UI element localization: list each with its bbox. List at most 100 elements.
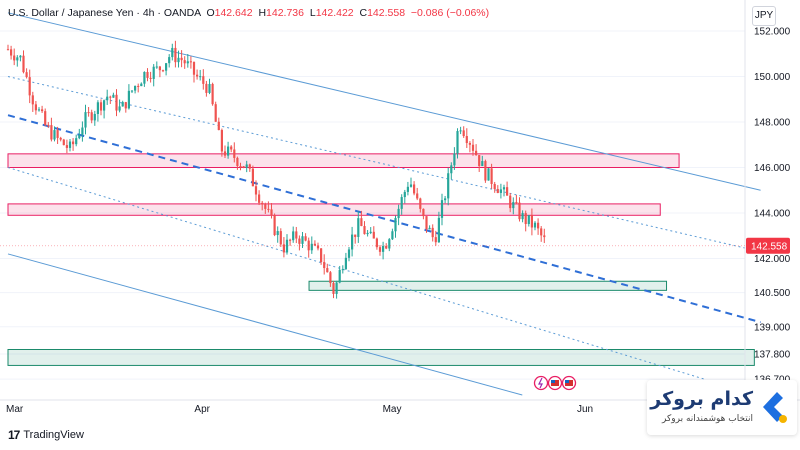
candle-body-163 — [512, 202, 515, 209]
supply-zone-0[interactable] — [7, 153, 680, 169]
candle-body-19 — [65, 145, 68, 148]
candle-body-39 — [127, 90, 130, 109]
candle-body-169 — [530, 215, 533, 228]
candle-body-102 — [323, 262, 326, 269]
candle-body-3 — [16, 57, 19, 61]
candle-body-83 — [264, 204, 267, 209]
demand-zone-2[interactable] — [308, 280, 668, 291]
currency-button[interactable]: JPY — [752, 6, 776, 26]
candle-body-117 — [369, 231, 372, 233]
candle-body-85 — [270, 209, 273, 216]
candle-body-152 — [478, 155, 481, 167]
candle-body-130 — [409, 184, 413, 187]
candle-body-4 — [19, 55, 22, 58]
candle-body-104 — [329, 272, 332, 284]
candle-body-170 — [533, 222, 537, 228]
candle-body-78 — [248, 164, 251, 169]
tradingview-logo[interactable]: 17 TradingView — [8, 428, 84, 442]
candle-body-50 — [161, 70, 165, 72]
candle-body-135 — [425, 216, 428, 230]
candle-body-10 — [37, 109, 41, 111]
candle-body-153 — [481, 161, 484, 167]
candle-body-114 — [360, 218, 363, 227]
candle-body-68 — [217, 121, 220, 131]
y-tick-label: 150.000 — [754, 72, 791, 83]
channel-line-2[interactable] — [7, 114, 761, 324]
candle-body-77 — [245, 164, 248, 168]
candle-body-18 — [62, 139, 65, 146]
candle-body-124 — [391, 231, 394, 240]
candle-body-103 — [326, 268, 329, 273]
candle-body-139 — [437, 217, 440, 243]
candle-body-80 — [254, 186, 258, 195]
candle-body-56 — [180, 57, 183, 61]
channel-line-4[interactable] — [7, 253, 523, 396]
candle-body-38 — [124, 102, 127, 109]
candle-body-121 — [382, 245, 385, 252]
candle-body-154 — [484, 161, 487, 181]
candle-body-158 — [496, 189, 499, 193]
candle-body-123 — [388, 239, 391, 249]
candle-body-155 — [487, 168, 490, 181]
candle-body-112 — [354, 234, 357, 237]
channel-line-3[interactable] — [7, 167, 705, 380]
candle-body-60 — [192, 62, 196, 75]
candle-body-141 — [444, 198, 447, 201]
candle-body-33 — [109, 96, 112, 98]
candle-body-156 — [490, 168, 493, 184]
y-tick-label: 148.000 — [754, 118, 791, 129]
candle-body-47 — [152, 66, 155, 79]
candle-body-28 — [93, 113, 96, 121]
candle-body-142 — [447, 173, 450, 199]
demand-zone-3[interactable] — [7, 349, 755, 366]
candle-body-162 — [509, 195, 512, 209]
candle-body-49 — [158, 66, 161, 71]
candle-body-11 — [41, 109, 44, 112]
candle-body-109 — [344, 257, 347, 270]
event-flash-icon[interactable] — [533, 375, 549, 391]
x-tick-label: Jun — [577, 404, 593, 415]
channel-line-1[interactable] — [7, 76, 761, 253]
y-tick-label: 139.000 — [754, 322, 791, 333]
candle-body-91 — [289, 239, 292, 241]
last-price-badge[interactable] — [746, 237, 790, 254]
candle-body-87 — [276, 231, 279, 236]
candle-body-76 — [242, 166, 245, 168]
channel-line-0[interactable] — [7, 12, 761, 191]
candle-body-1 — [10, 49, 13, 56]
candle-body-72 — [230, 146, 233, 150]
candle-body-143 — [450, 165, 453, 174]
candle-body-53 — [171, 47, 174, 58]
candle-body-82 — [261, 202, 264, 205]
candle-body-165 — [518, 202, 521, 220]
candle-body-93 — [295, 231, 298, 239]
candle-body-125 — [394, 218, 397, 232]
candle-body-106 — [335, 282, 338, 294]
candle-body-173 — [543, 235, 546, 238]
candle-body-13 — [47, 124, 50, 126]
brand-watermark: کدام بروکر انتخاب هوشمندانه بروکر — [647, 380, 797, 435]
candle-body-111 — [351, 234, 354, 250]
candle-body-64 — [205, 83, 208, 93]
candle-body-14 — [50, 125, 53, 140]
candle-body-54 — [174, 47, 177, 63]
candle-body-96 — [304, 236, 307, 241]
candle-body-66 — [211, 84, 214, 105]
tradingview-label: TradingView — [23, 429, 84, 441]
candle-body-137 — [431, 227, 434, 238]
candle-body-23 — [78, 134, 81, 139]
candle-body-113 — [357, 218, 360, 237]
high-value: 142.736 — [266, 7, 304, 19]
symbol-title[interactable]: U.S. Dollar / Japanese Yen · 4h · OANDA — [8, 7, 201, 19]
candle-body-16 — [56, 130, 59, 138]
candle-body-131 — [413, 184, 416, 194]
candle-body-120 — [378, 247, 382, 252]
candle-body-69 — [220, 130, 223, 152]
candle-body-73 — [233, 149, 236, 158]
candle-body-101 — [320, 248, 323, 263]
candle-body-26 — [87, 112, 90, 114]
candle-body-161 — [506, 187, 509, 196]
candle-body-84 — [267, 208, 270, 210]
candle-body-15 — [53, 130, 56, 140]
